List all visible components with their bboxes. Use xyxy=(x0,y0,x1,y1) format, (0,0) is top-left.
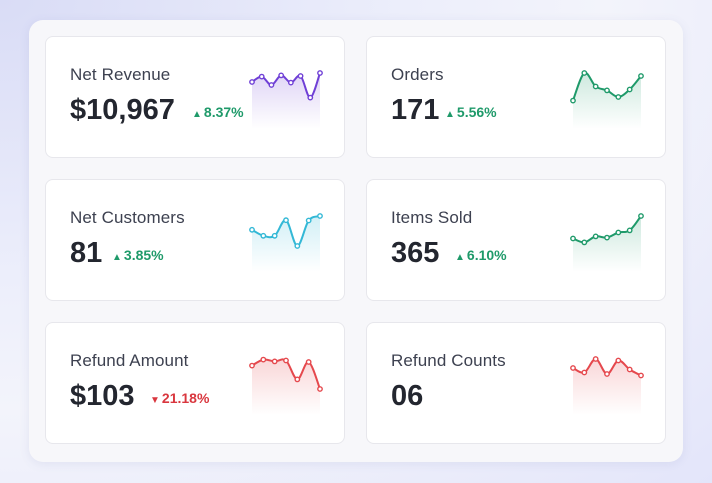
kpi-card-refund-amount[interactable]: Refund Amount $103 ▼ 21.18% xyxy=(45,322,345,444)
sparkline-point xyxy=(260,232,267,239)
kpi-card-orders[interactable]: Orders 171 ▲ 5.56% xyxy=(366,36,666,158)
kpi-change: ▲ 6.10% xyxy=(455,247,507,263)
sparkline-point xyxy=(581,239,588,246)
kpi-value: 365 xyxy=(391,237,440,269)
sparkline-chart xyxy=(570,70,644,129)
triangle-up-icon: ▲ xyxy=(445,109,455,120)
sparkline-point xyxy=(305,359,312,365)
sparkline-point xyxy=(570,97,576,104)
sparkline-point xyxy=(592,356,599,362)
kpi-change-value: 6.10% xyxy=(466,247,507,263)
sparkline-chart xyxy=(570,356,644,415)
sparkline-point xyxy=(260,356,267,363)
kpi-card-net-revenue[interactable]: Net Revenue $10,967 ▲ 8.37% xyxy=(45,36,345,158)
kpi-change-value: 21.18% xyxy=(161,390,210,406)
sparkline-point xyxy=(604,234,610,241)
sparkline-area xyxy=(573,72,641,129)
triangle-up-icon: ▲ xyxy=(112,252,122,263)
sparkline-point xyxy=(249,362,255,369)
sparkline-point xyxy=(294,243,301,249)
kpi-change: ▲ 8.37% xyxy=(192,104,244,120)
sparkline-area xyxy=(252,216,320,272)
sparkline-point xyxy=(305,217,312,224)
sparkline-point xyxy=(626,366,633,373)
kpi-change-value: 5.56% xyxy=(456,104,497,120)
sparkline-point xyxy=(626,86,633,93)
sparkline-point xyxy=(283,357,289,364)
sparkline-point xyxy=(615,94,622,100)
sparkline-point xyxy=(615,229,622,236)
sparkline-chart xyxy=(249,70,323,129)
sparkline-point xyxy=(604,87,610,94)
sparkline-chart xyxy=(570,213,644,272)
kpi-change: ▼ 21.18% xyxy=(150,390,209,406)
sparkline-point xyxy=(317,70,323,76)
sparkline-point xyxy=(638,73,644,79)
sparkline-point xyxy=(638,372,644,379)
sparkline-point xyxy=(592,83,599,90)
kpi-value: 171 xyxy=(391,94,440,126)
sparkline-point xyxy=(626,227,633,234)
kpi-label: Orders xyxy=(391,65,444,84)
sparkline-point xyxy=(638,213,644,219)
sparkline-point xyxy=(615,357,622,364)
sparkline-area xyxy=(252,73,320,129)
sparkline-point xyxy=(570,365,576,371)
kpi-dashboard-panel: Net Revenue $10,967 ▲ 8.37% Orders 171 ▲ 5… xyxy=(29,20,683,462)
kpi-card-refund-counts[interactable]: Refund Counts 06 xyxy=(366,322,666,444)
sparkline-point xyxy=(297,73,304,79)
kpi-label: Net Revenue xyxy=(70,65,171,84)
sparkline-point xyxy=(271,232,278,239)
kpi-card-items-sold[interactable]: Items Sold 365 ▲ 6.10% xyxy=(366,179,666,301)
sparkline-area xyxy=(252,359,320,415)
triangle-down-icon: ▼ xyxy=(150,395,160,406)
kpi-label: Refund Counts xyxy=(391,351,506,370)
sparkline-point xyxy=(271,358,278,365)
kpi-value: 06 xyxy=(391,380,424,412)
kpi-value: $103 xyxy=(70,380,135,412)
sparkline-point xyxy=(604,371,610,377)
kpi-label: Net Customers xyxy=(70,208,185,227)
sparkline-point xyxy=(287,79,294,86)
kpi-change-value: 8.37% xyxy=(203,104,244,120)
triangle-up-icon: ▲ xyxy=(455,252,465,263)
sparkline-point xyxy=(268,82,275,88)
sparkline-chart xyxy=(249,356,323,415)
kpi-label: Items Sold xyxy=(391,208,473,227)
kpi-change: ▲ 3.85% xyxy=(112,247,164,263)
sparkline-area xyxy=(573,216,641,272)
kpi-label: Refund Amount xyxy=(70,351,189,370)
sparkline-chart xyxy=(249,213,323,272)
sparkline-point xyxy=(307,94,314,101)
sparkline-point xyxy=(283,217,289,224)
sparkline-point xyxy=(581,70,588,76)
kpi-card-net-customers[interactable]: Net Customers 81 ▲ 3.85% xyxy=(45,179,345,301)
sparkline-point xyxy=(570,235,576,242)
sparkline-point xyxy=(317,213,323,219)
sparkline-point xyxy=(278,72,285,79)
sparkline-area xyxy=(573,358,641,415)
sparkline-point xyxy=(294,376,301,383)
triangle-up-icon: ▲ xyxy=(192,109,202,120)
kpi-value: 81 xyxy=(70,237,103,269)
sparkline-point xyxy=(249,226,255,233)
sparkline-point xyxy=(249,79,255,85)
sparkline-point xyxy=(581,369,588,376)
sparkline-point xyxy=(317,386,323,392)
sparkline-point xyxy=(258,73,265,80)
kpi-change-value: 3.85% xyxy=(123,247,164,263)
kpi-value: $10,967 xyxy=(70,94,175,126)
sparkline-point xyxy=(592,233,599,240)
kpi-change: ▲ 5.56% xyxy=(445,104,497,120)
